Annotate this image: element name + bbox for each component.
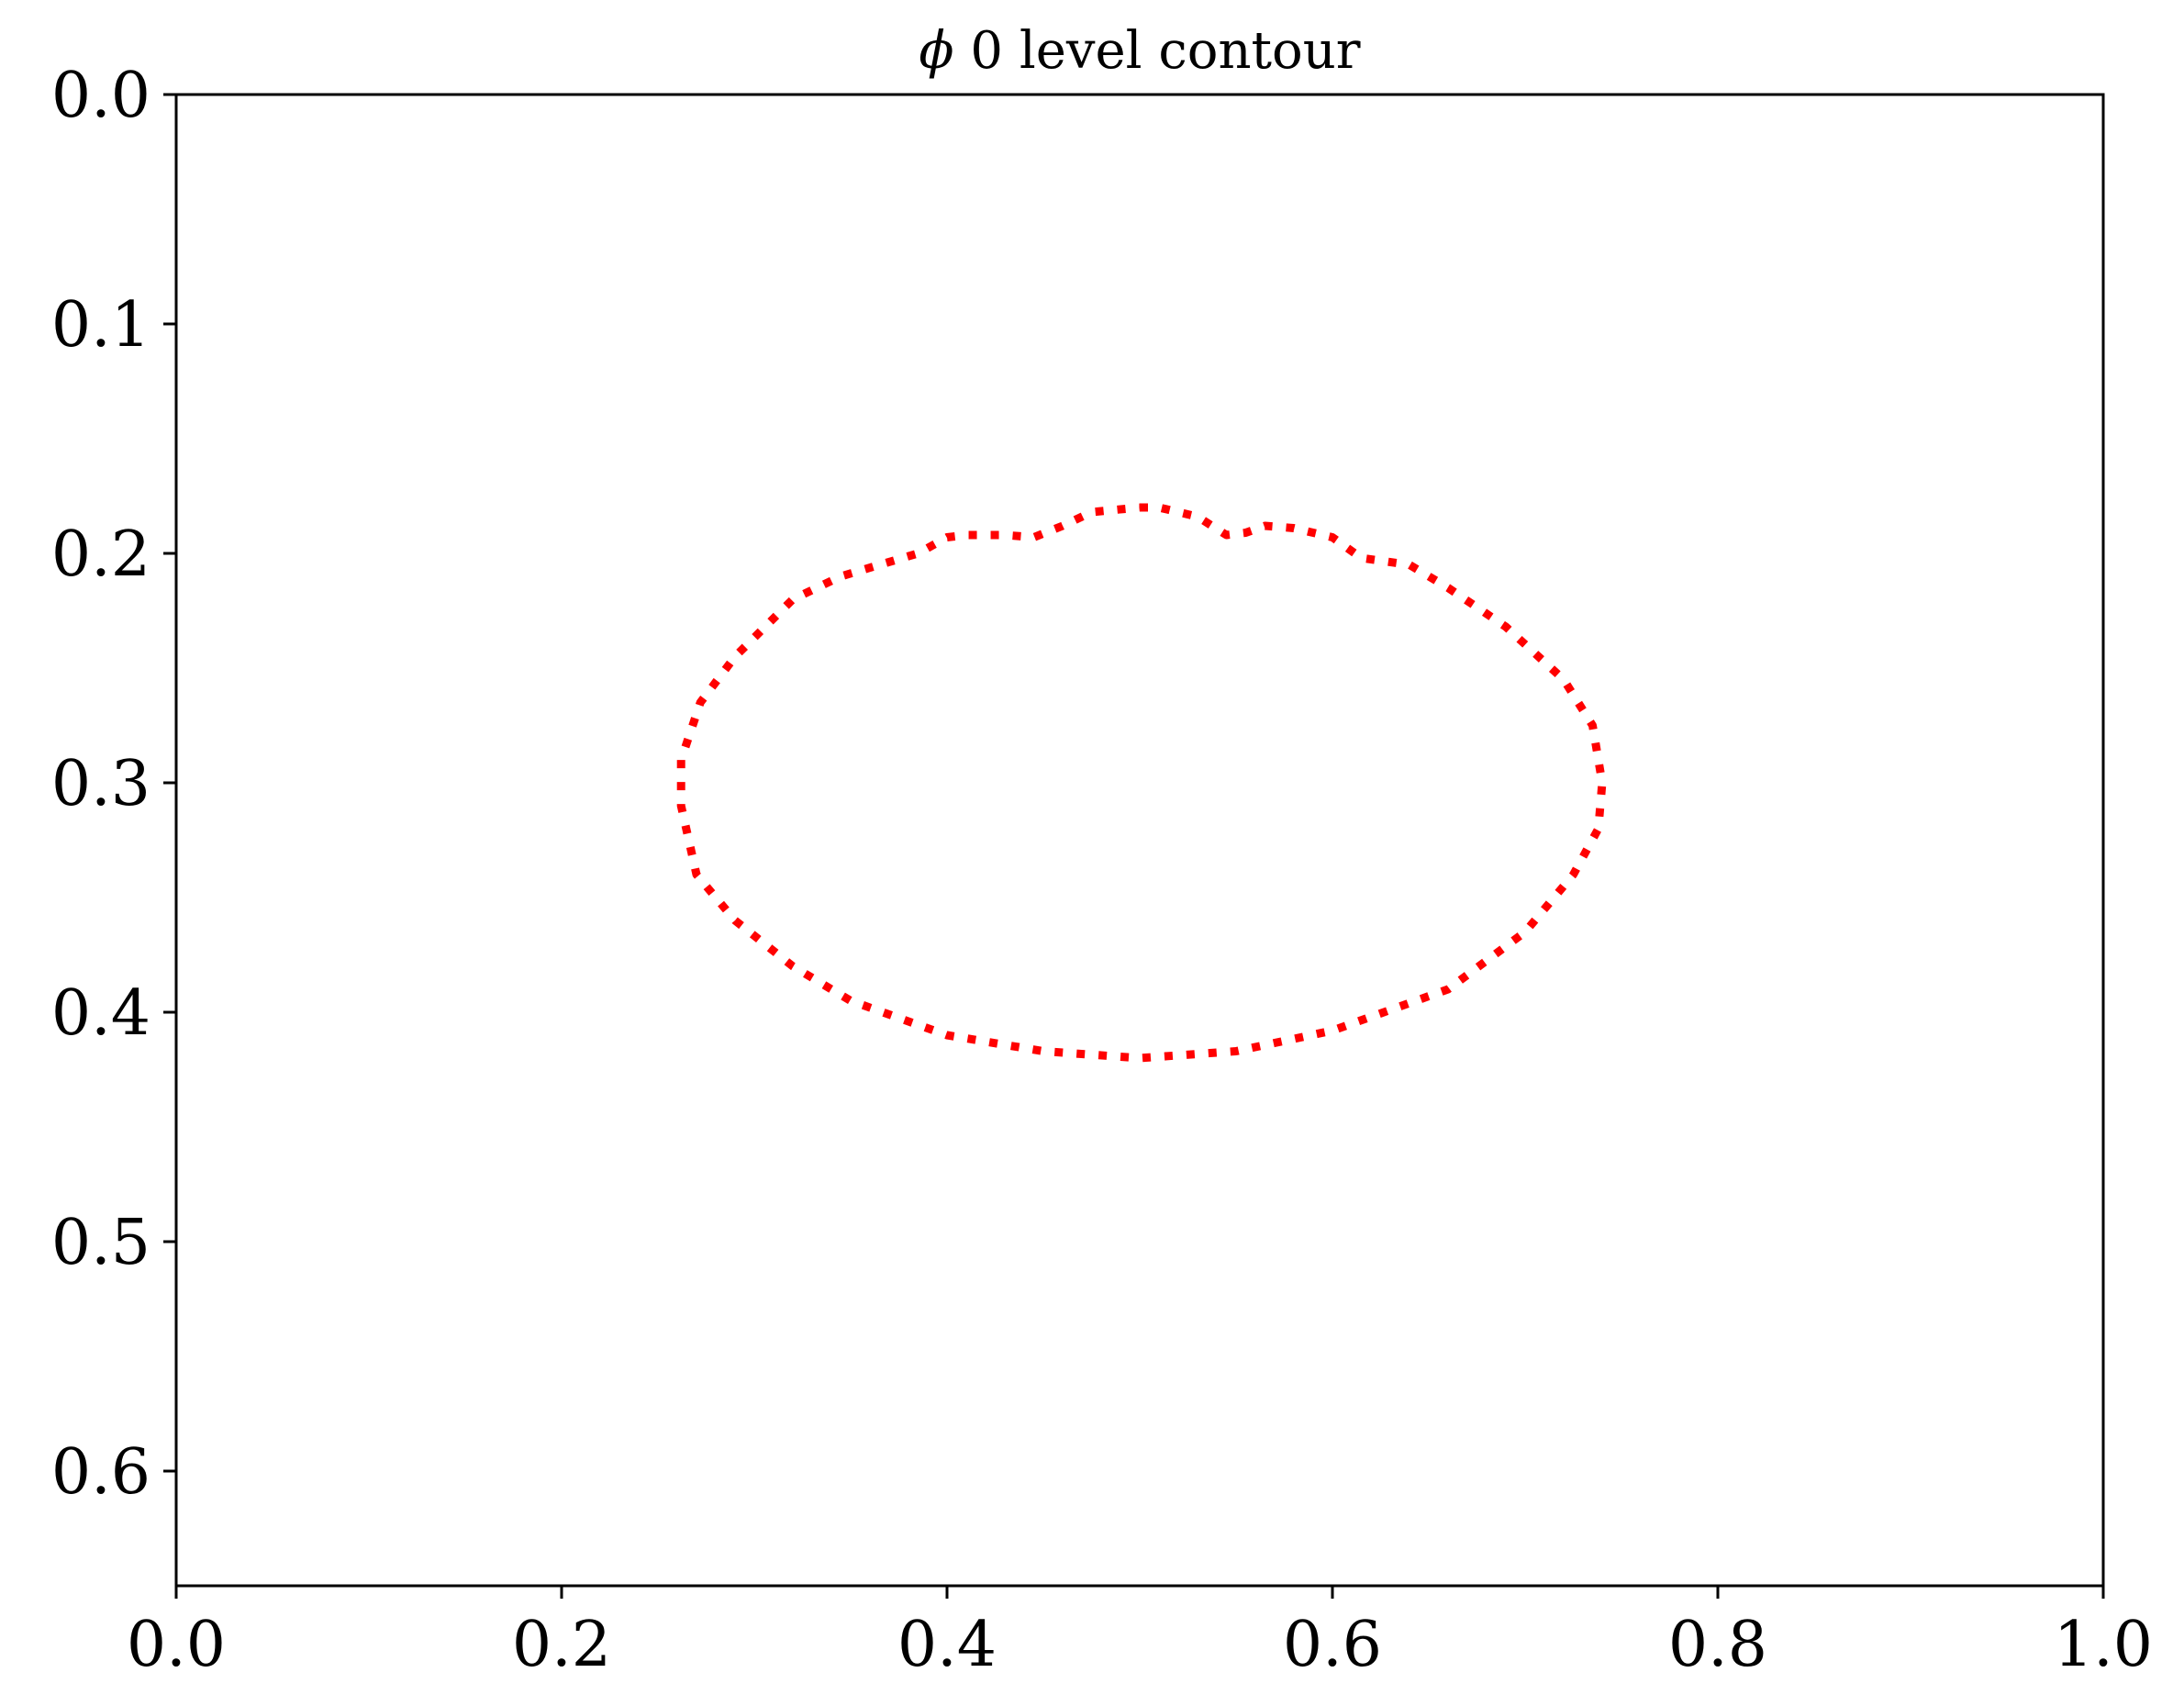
x-tick-label: 0.2 — [512, 1609, 611, 1681]
plot-frame — [174, 93, 2105, 1588]
x-tick-label: 1.0 — [2054, 1609, 2153, 1681]
y-tick-label: 0.4 — [51, 977, 150, 1050]
x-tick-label: 0.8 — [1668, 1609, 1767, 1681]
x-tick-label: 0.6 — [1283, 1609, 1382, 1681]
y-tick-label: 0.6 — [51, 1436, 150, 1509]
chart-title: ϕ 0 level contour — [919, 21, 1360, 81]
y-tick-label: 0.5 — [51, 1207, 150, 1279]
y-axis: 0.0 0.1 0.2 0.3 0.4 0.5 0.6 — [51, 60, 176, 1509]
y-tick-label: 0.1 — [51, 289, 150, 362]
y-tick-label: 0.3 — [51, 748, 150, 820]
y-tick-label: 0.2 — [51, 518, 150, 591]
x-tick-label: 0.4 — [897, 1609, 997, 1681]
x-axis: 0.0 0.2 0.4 0.6 0.8 1.0 — [127, 1586, 2153, 1681]
x-tick-label: 0.0 — [127, 1609, 226, 1681]
y-tick-label: 0.0 — [51, 60, 150, 132]
title-text: 0 level contour — [954, 21, 1361, 81]
contour-layer — [676, 503, 1607, 1063]
title-symbol: ϕ — [919, 21, 953, 81]
contour-line — [676, 503, 1607, 1063]
